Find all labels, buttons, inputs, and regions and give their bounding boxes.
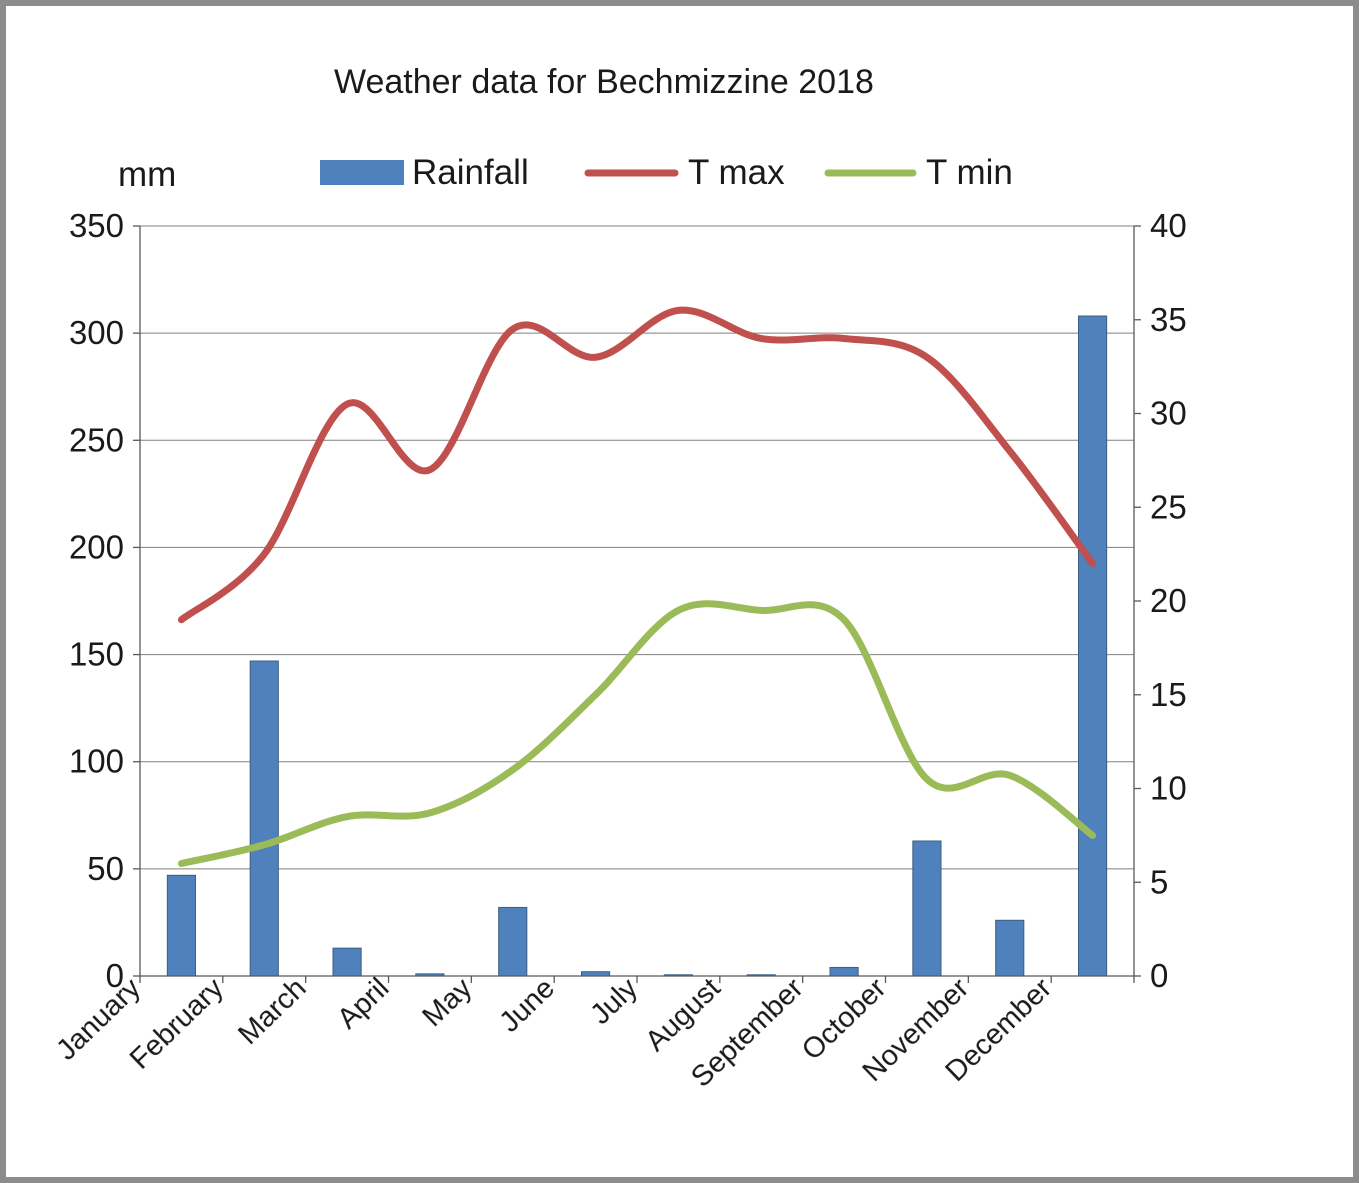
svg-text:50: 50 bbox=[87, 850, 124, 887]
svg-text:Rainfall: Rainfall bbox=[412, 153, 529, 192]
svg-text:mm: mm bbox=[118, 155, 176, 194]
svg-text:25: 25 bbox=[1150, 488, 1187, 525]
svg-text:Weather data for Bechmizzine 2: Weather data for Bechmizzine 2018 bbox=[334, 63, 874, 101]
svg-text:15: 15 bbox=[1150, 676, 1187, 713]
svg-text:T min: T min bbox=[926, 153, 1013, 192]
svg-text:5: 5 bbox=[1150, 863, 1168, 900]
svg-text:200: 200 bbox=[69, 528, 124, 565]
svg-text:300: 300 bbox=[69, 314, 124, 351]
svg-text:40: 40 bbox=[1150, 207, 1187, 244]
svg-text:350: 350 bbox=[69, 207, 124, 244]
svg-text:June: June bbox=[494, 972, 561, 1039]
svg-text:July: July bbox=[585, 972, 645, 1031]
svg-text:T max: T max bbox=[688, 153, 785, 192]
svg-text:250: 250 bbox=[69, 421, 124, 458]
svg-text:30: 30 bbox=[1150, 395, 1187, 432]
svg-text:February: February bbox=[124, 972, 230, 1076]
svg-text:April: April bbox=[331, 972, 395, 1035]
svg-text:0: 0 bbox=[1150, 957, 1168, 994]
svg-text:March: March bbox=[232, 972, 312, 1051]
svg-text:150: 150 bbox=[69, 636, 124, 673]
svg-text:20: 20 bbox=[1150, 582, 1187, 619]
svg-text:May: May bbox=[417, 972, 479, 1033]
svg-text:35: 35 bbox=[1150, 301, 1187, 338]
svg-text:100: 100 bbox=[69, 743, 124, 780]
svg-text:10: 10 bbox=[1150, 770, 1187, 807]
